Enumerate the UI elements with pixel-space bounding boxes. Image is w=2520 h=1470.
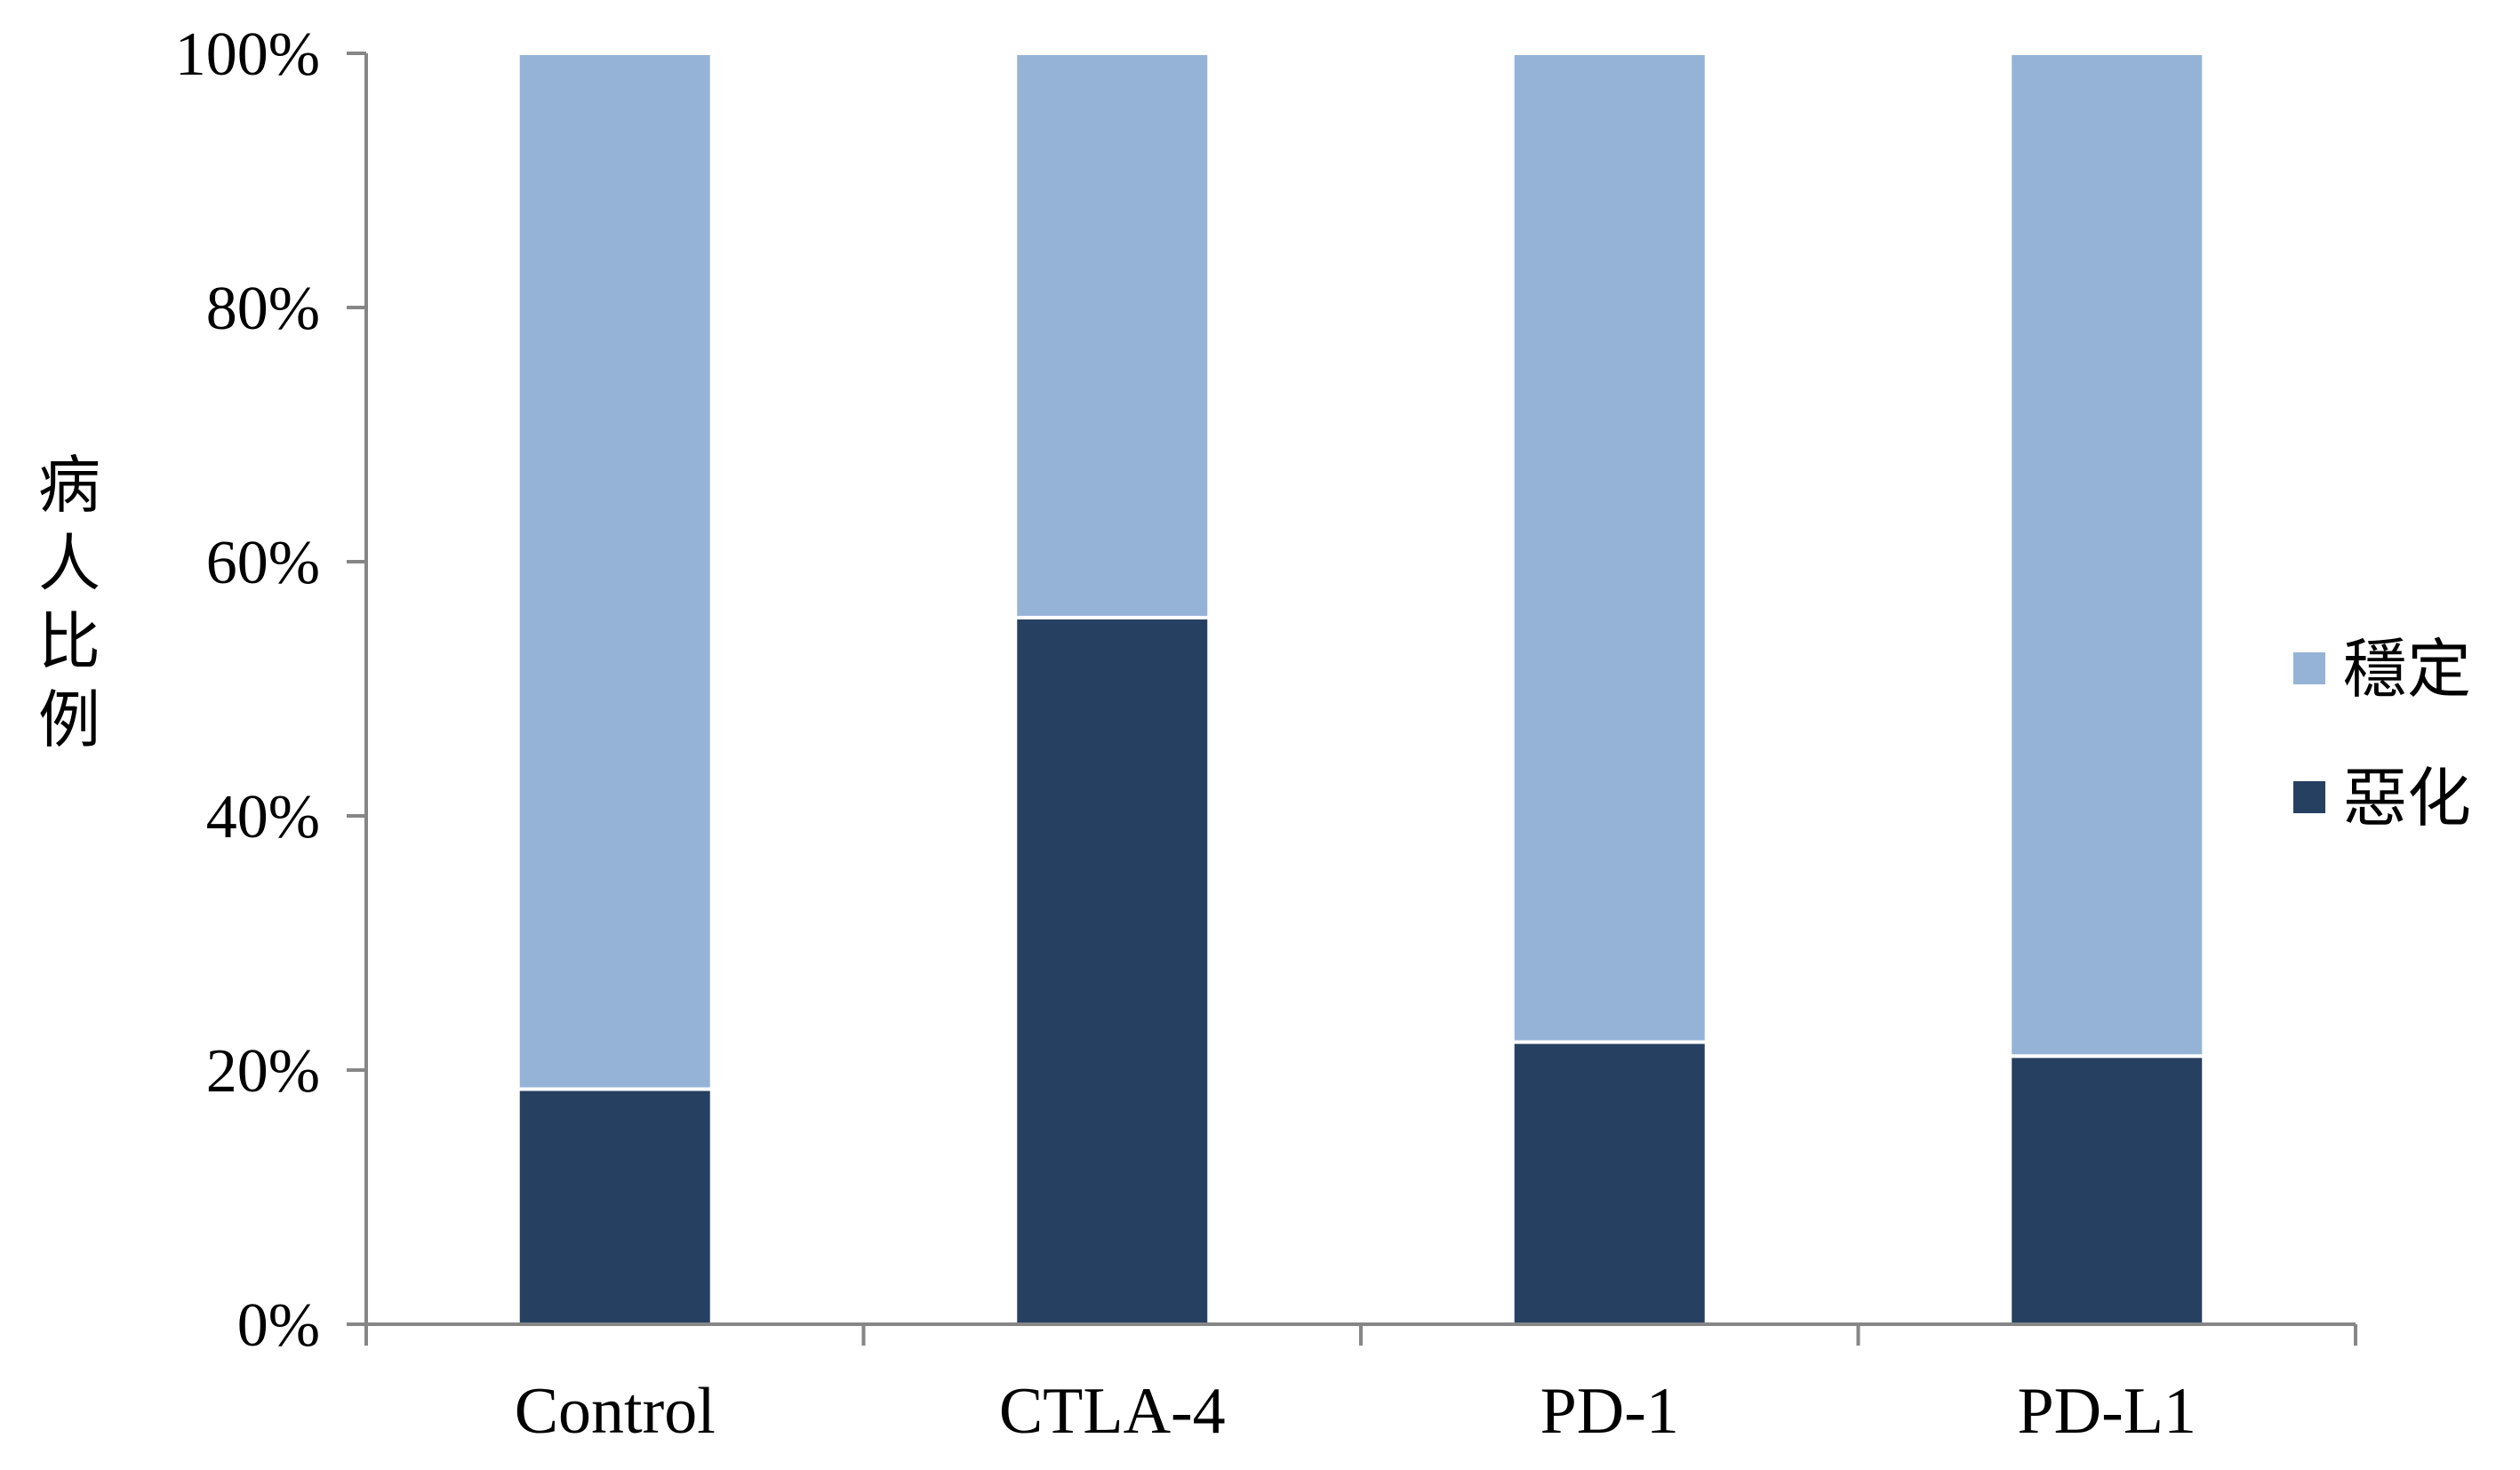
legend-label: 穩定 xyxy=(2343,632,2471,707)
y-axis-label-char: 比 xyxy=(38,605,100,678)
y-tick-label: 60% xyxy=(206,529,320,597)
bar-control-series-1 xyxy=(516,52,714,1091)
legend-label: 惡化 xyxy=(2343,761,2471,835)
y-tick-label: 40% xyxy=(206,783,320,851)
y-tick-label: 80% xyxy=(206,275,320,343)
y-tick-label: 100% xyxy=(175,20,320,89)
bar-control-series-0 xyxy=(516,1087,714,1326)
legend-swatch xyxy=(2293,781,2325,813)
bar-pd-1-series-0 xyxy=(1510,1040,1708,1327)
bar-pd-l1-series-0 xyxy=(2008,1054,2206,1327)
bar-ctla-4-series-1 xyxy=(1013,52,1212,619)
y-axis-label-char: 人 xyxy=(38,527,100,600)
x-category-label: PD-L1 xyxy=(2018,1375,2196,1448)
bar-pd-l1-series-1 xyxy=(2008,52,2206,1059)
y-tick-label: 20% xyxy=(206,1037,320,1106)
x-category-label: Control xyxy=(515,1375,716,1448)
bars-layer xyxy=(516,52,2206,1327)
y-tick-label: 0% xyxy=(237,1291,320,1360)
bar-ctla-4-series-0 xyxy=(1013,615,1212,1326)
y-axis-label-char: 病 xyxy=(38,449,100,522)
y-axis-label-char: 例 xyxy=(38,683,100,756)
axes-layer: 0% 20% 40% 60% 80% 100% Control CTLA-4 PD-1 PD-L1 xyxy=(175,20,2357,1448)
x-category-label: CTLA-4 xyxy=(999,1375,1226,1448)
x-category-label: PD-1 xyxy=(1540,1375,1679,1448)
legend-swatch xyxy=(2293,652,2325,684)
bar-pd-1-series-1 xyxy=(1510,52,1708,1044)
